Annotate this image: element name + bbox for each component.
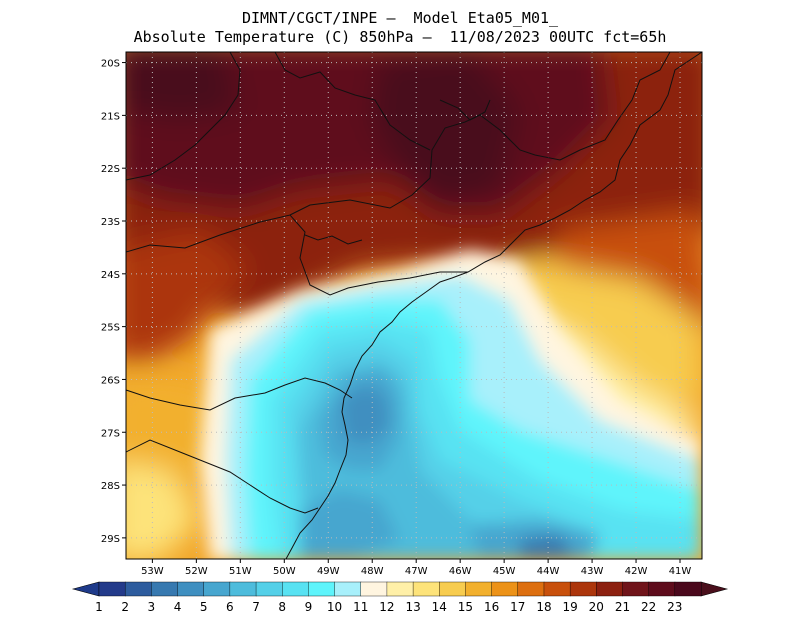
map-subtitle: Absolute Temperature (C) 850hPa — 11/08/… (133, 28, 667, 46)
field-region-4 (340, 385, 390, 445)
colorbar-swatch (517, 581, 545, 597)
state-border-3 (274, 52, 431, 151)
colorbar-swatch (282, 581, 309, 597)
colorbar-label: 8 (278, 600, 286, 614)
state-border-1 (126, 214, 468, 296)
colorbar-label: 5 (200, 600, 208, 614)
lon-label: 51W (229, 566, 252, 577)
lon-label: 47W (405, 566, 428, 577)
colorbar-label: 20 (589, 600, 604, 614)
lat-label: 28S (101, 481, 120, 492)
colorbar-label: 16 (484, 600, 499, 614)
colorbar-swatch (255, 581, 283, 597)
colorbar-swatch (648, 581, 676, 597)
lat-label: 24S (101, 270, 120, 281)
lon-label: 43W (581, 566, 604, 577)
state-border-5 (126, 439, 319, 514)
latitude-labels: 20S 21S 22S 23S 24S 25S 26S 27S 28S 29S (101, 59, 126, 545)
colorbar-swatch (334, 581, 362, 597)
lat-label: 21S (101, 111, 120, 122)
colorbar-label: 6 (226, 600, 234, 614)
lat-label: 27S (101, 428, 120, 439)
colorbar-swatch (98, 581, 126, 597)
lat-label: 29S (101, 534, 120, 545)
lat-label: 23S (101, 217, 120, 228)
lon-label: 41W (669, 566, 692, 577)
colorbar-under-arrow (71, 581, 100, 597)
lat-label: 20S (101, 59, 120, 70)
lon-label: 44W (537, 566, 560, 577)
lon-label: 49W (317, 566, 340, 577)
colorbar-swatch (543, 581, 571, 597)
colorbar-label: 21 (615, 600, 630, 614)
lon-label: 48W (361, 566, 384, 577)
colorbar: 1 2 3 4 5 6 7 8 9 10 11 12 13 14 15 16 17 18 19 20 21 22 23 (71, 581, 729, 614)
colorbar-swatch (151, 581, 179, 597)
colorbar-label: 7 (252, 600, 260, 614)
river-2 (439, 99, 491, 121)
colorbar-swatch (596, 581, 623, 597)
colorbar-swatch (491, 581, 519, 597)
colorbar-swatch (308, 581, 336, 597)
colorbar-label: 17 (510, 600, 525, 614)
graticule (126, 52, 702, 559)
colorbar-swatch (569, 581, 597, 597)
lon-label: 45W (493, 566, 516, 577)
state-border-6 (126, 52, 241, 181)
colorbar-label: 14 (432, 600, 447, 614)
field-region-3 (520, 535, 575, 559)
colorbar-swatch (360, 581, 388, 597)
colorbar-swatch (386, 581, 414, 597)
boundaries (126, 52, 702, 559)
colorbar-swatch (124, 581, 152, 597)
colorbar-label: 4 (174, 600, 182, 614)
state-border-4 (126, 377, 353, 411)
colorbar-label: 1 (95, 600, 103, 614)
plot-frame (125, 51, 703, 560)
colorbar-label: 11 (353, 600, 368, 614)
colorbar-swatch (674, 581, 702, 597)
lon-label: 53W (141, 566, 164, 577)
field-region-23 (126, 52, 240, 120)
colorbar-swatch (177, 581, 205, 597)
colorbar-label: 10 (327, 600, 342, 614)
colorbar-swatch (622, 581, 650, 597)
colorbar-label: 22 (641, 600, 656, 614)
colorbar-label: 12 (379, 600, 394, 614)
colorbar-label: 23 (667, 600, 682, 614)
field-region-13-sw (126, 462, 200, 559)
colorbar-label: 15 (458, 600, 473, 614)
cold-tongue (200, 250, 700, 559)
longitude-labels: 53W 52W 51W 50W 49W 48W 47W 46W 45W 44W 43W 42W 41W (141, 559, 691, 577)
state-border-2 (289, 52, 671, 216)
colorbar-swatch (229, 581, 257, 597)
field-region-19-west (126, 230, 250, 360)
lon-label: 42W (625, 566, 648, 577)
colorbar-label: 18 (536, 600, 551, 614)
colorbar-swatch (203, 581, 231, 597)
lon-label: 46W (449, 566, 472, 577)
lat-label: 22S (101, 164, 120, 175)
map-title: DIMNT/CGCT/INPE — Model Eta05_M01_ (241, 9, 559, 27)
colorbar-label: 9 (305, 600, 313, 614)
lon-label: 50W (273, 566, 296, 577)
colorbar-label: 13 (405, 600, 420, 614)
field-region-5b (300, 490, 400, 559)
colorbar-label: 19 (562, 600, 577, 614)
coastline (285, 52, 702, 559)
temperature-field (126, 52, 702, 559)
colorbar-label: 2 (121, 600, 129, 614)
colorbar-over-arrow (700, 581, 729, 597)
lat-label: 25S (101, 323, 120, 334)
river (304, 234, 363, 245)
lon-label: 52W (185, 566, 208, 577)
colorbar-swatch (465, 581, 493, 597)
colorbar-swatch (412, 581, 440, 597)
lat-label: 26S (101, 375, 120, 386)
colorbar-label: 3 (148, 600, 156, 614)
colorbar-swatch (439, 581, 466, 597)
